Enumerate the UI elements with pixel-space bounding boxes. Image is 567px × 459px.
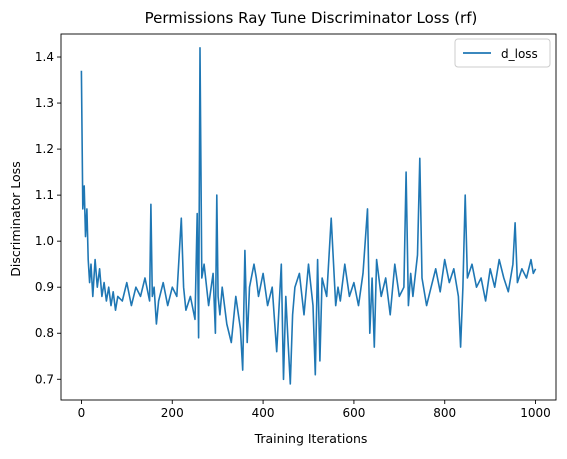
x-axis-label: Training Iterations <box>254 431 368 446</box>
x-tick-label: 0 <box>78 406 86 420</box>
legend-label: d_loss <box>501 47 538 61</box>
legend-box <box>454 38 551 68</box>
y-tick-label: 0.9 <box>35 280 54 294</box>
legend: d_loss <box>454 38 551 68</box>
chart-title: Permissions Ray Tune Discriminator Loss … <box>145 9 478 27</box>
x-tick-label: 1000 <box>520 406 551 420</box>
x-tick-label: 800 <box>433 406 456 420</box>
y-tick-label: 0.7 <box>35 372 54 386</box>
x-tick-label: 200 <box>161 406 184 420</box>
y-axis-label: Discriminator Loss <box>8 161 23 276</box>
y-tick-label: 0.8 <box>35 326 54 340</box>
y-tick-label: 1.0 <box>35 234 54 248</box>
y-tick-label: 1.1 <box>35 188 54 202</box>
y-tick-label: 1.4 <box>35 50 54 64</box>
y-tick-label: 1.2 <box>35 142 54 156</box>
y-tick-label: 1.3 <box>35 96 54 110</box>
plot-area: 0 200 400 600 800 1000 0.7 0.8 0.9 1.0 1.1 1.2 1.3 1.… <box>35 33 557 420</box>
series-line-d_loss <box>80 46 537 385</box>
plot-frame <box>60 33 557 401</box>
x-tick-label: 400 <box>252 406 275 420</box>
x-tick-label: 600 <box>342 406 365 420</box>
